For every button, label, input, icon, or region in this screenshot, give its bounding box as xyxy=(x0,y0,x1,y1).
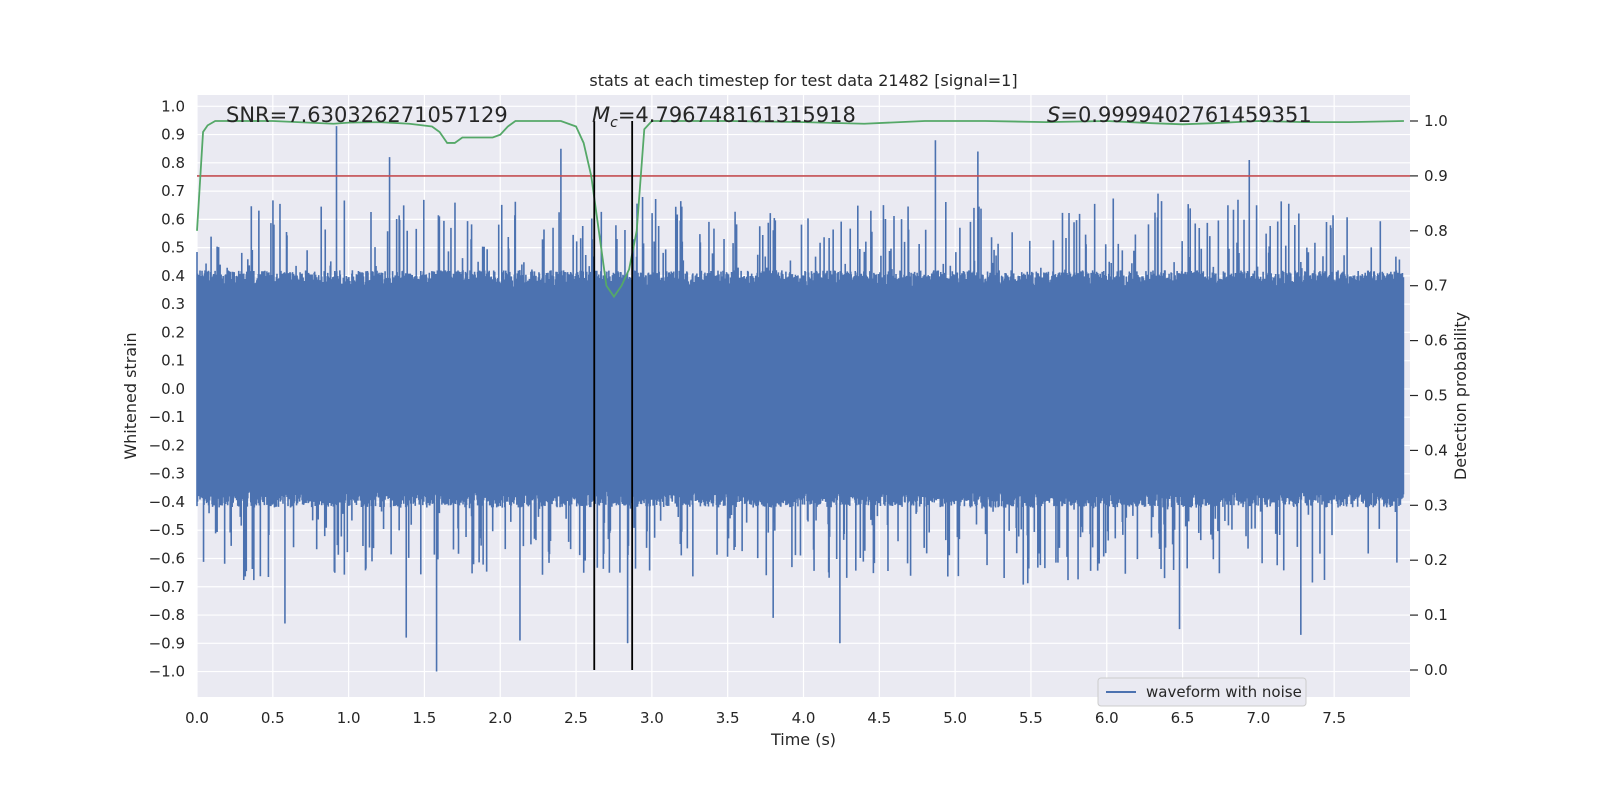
s-symbol: S xyxy=(1047,103,1060,127)
axis-ticks: 0.0 0.5 1.0 1.5 2.0 2.5 3.0 3.5 4.0 4.5 5.0 5.5 6.0 6… xyxy=(149,97,1448,727)
y-left-tick-label: 1.0 xyxy=(161,97,185,115)
y-left-tick-label: 0.2 xyxy=(161,323,185,341)
y-left-tick-label: 0.9 xyxy=(161,126,185,144)
y-left-tick-label: −1.0 xyxy=(149,663,185,681)
y-left-tick-label: 0.4 xyxy=(161,267,185,285)
x-tick-label: 1.5 xyxy=(413,709,437,727)
y-right-tick-label: 0.1 xyxy=(1424,606,1448,624)
s-value: =0.9999402761459351 xyxy=(1060,103,1311,127)
x-tick-label: 6.5 xyxy=(1171,709,1195,727)
x-tick-label: 7.5 xyxy=(1322,709,1346,727)
y-left-tick-label: 0.3 xyxy=(161,295,185,313)
legend: waveform with noise xyxy=(1097,677,1307,707)
x-tick-label: 2.5 xyxy=(564,709,588,727)
x-tick-label: 7.0 xyxy=(1246,709,1270,727)
chart-title: stats at each timestep for test data 214… xyxy=(589,71,1017,90)
legend-box xyxy=(1097,677,1307,707)
x-tick-label: 0.0 xyxy=(185,709,209,727)
y-right-tick-label: 0.8 xyxy=(1424,222,1448,240)
y-right-tick-label: 0.5 xyxy=(1424,387,1448,405)
y-left-tick-label: −0.6 xyxy=(149,550,185,568)
y-left-tick-label: −0.7 xyxy=(149,578,185,596)
y-right-tick-label: 0.0 xyxy=(1424,661,1448,679)
y-right-tick-label: 0.7 xyxy=(1424,277,1448,295)
y-right-tick-label: 0.6 xyxy=(1424,332,1448,350)
mc-value: =4.796748161315918 xyxy=(618,103,856,127)
y-right-tick-label: 0.4 xyxy=(1424,441,1448,459)
mc-subscript: c xyxy=(610,115,618,131)
detection-probability-line xyxy=(196,120,1404,299)
y-right-tick-label: 0.2 xyxy=(1424,551,1448,569)
x-tick-label: 2.0 xyxy=(488,709,512,727)
y-left-tick-label: 0.0 xyxy=(161,380,185,398)
x-tick-label: 4.0 xyxy=(792,709,816,727)
x-tick-label: 0.5 xyxy=(261,709,285,727)
mc-symbol: M xyxy=(592,103,610,127)
y-left-tick-label: 0.1 xyxy=(161,352,185,370)
x-tick-label: 1.0 xyxy=(337,709,361,727)
s-annotation: S=0.9999402761459351 xyxy=(1047,103,1312,127)
legend-label-waveform: waveform with noise xyxy=(1146,683,1302,701)
y-left-tick-label: −0.5 xyxy=(149,521,185,539)
waveform-series xyxy=(196,126,1405,672)
snr-annotation: SNR=7.630326271057129 xyxy=(226,103,508,127)
x-tick-label: 4.5 xyxy=(867,709,891,727)
y-axis-left-label: Whitened strain xyxy=(121,332,140,459)
x-tick-label: 3.5 xyxy=(716,709,740,727)
y-left-tick-label: 0.7 xyxy=(161,182,185,200)
y-right-tick-label: 0.3 xyxy=(1424,496,1448,514)
y-axis-right-label: Detection probability xyxy=(1451,312,1470,480)
x-axis-label: Time (s) xyxy=(770,730,836,749)
y-left-tick-label: −0.2 xyxy=(149,436,185,454)
x-tick-label: 5.0 xyxy=(943,709,967,727)
y-left-tick-label: 0.8 xyxy=(161,154,185,172)
y-left-tick-label: 0.5 xyxy=(161,239,185,257)
chirp-mass-annotation: Mc=4.796748161315918 xyxy=(592,103,856,131)
x-tick-label: 5.5 xyxy=(1019,709,1043,727)
y-left-tick-label: −0.3 xyxy=(149,465,185,483)
y-left-tick-label: −0.1 xyxy=(149,408,185,426)
y-left-tick-label: −0.4 xyxy=(149,493,185,511)
waveform-path xyxy=(196,126,1405,672)
x-tick-label: 3.0 xyxy=(640,709,664,727)
x-tick-label: 6.0 xyxy=(1095,709,1119,727)
vertical-markers xyxy=(593,121,634,670)
y-left-tick-label: −0.9 xyxy=(149,634,185,652)
y-left-tick-label: 0.6 xyxy=(161,210,185,228)
y-right-tick-label: 1.0 xyxy=(1424,112,1448,130)
y-left-tick-label: −0.8 xyxy=(149,606,185,624)
y-right-tick-label: 0.9 xyxy=(1424,167,1448,185)
